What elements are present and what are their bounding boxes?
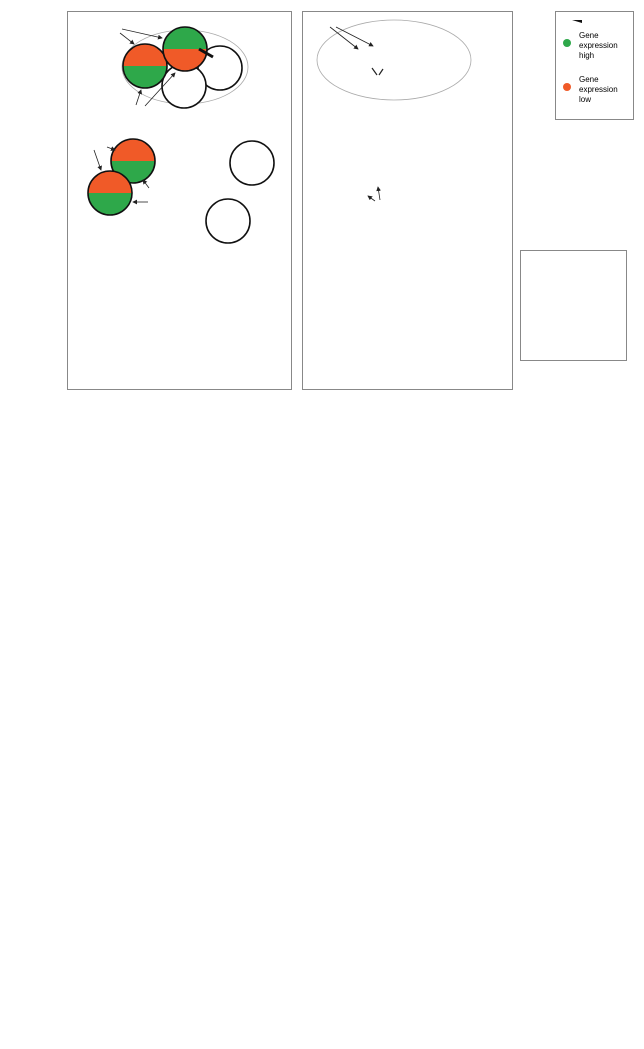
- chart-d: [0, 615, 320, 1049]
- legend-top: [555, 11, 634, 120]
- cell-ABa-separated: [87, 170, 133, 216]
- cell-ABa: [123, 44, 167, 88]
- chart-f: [320, 815, 644, 1049]
- panel-a: Gene expression high Gene expression low: [67, 11, 634, 390]
- chart-c: [320, 395, 644, 615]
- legend-high: Gene expression high: [579, 31, 618, 60]
- signalling-arrow-icon: [572, 20, 582, 23]
- cell-ABp: [163, 27, 207, 71]
- chart-b: [0, 395, 320, 615]
- panel-a-right-box: [302, 11, 513, 390]
- chart-e: [320, 615, 644, 815]
- legend-bottom: [520, 250, 627, 361]
- high-expression-dot-icon: [563, 39, 571, 47]
- low-expression-dot-icon: [563, 83, 571, 91]
- cell-P2-separated: [229, 140, 275, 186]
- cell-P2: [197, 45, 243, 91]
- cell-EMS-separated: [205, 198, 251, 244]
- panel-a-left-box: [67, 11, 292, 390]
- legend-low: Gene expression low: [579, 75, 618, 104]
- signalling-arrow-icon: [198, 47, 214, 59]
- cell-ABp-separated: [110, 138, 156, 184]
